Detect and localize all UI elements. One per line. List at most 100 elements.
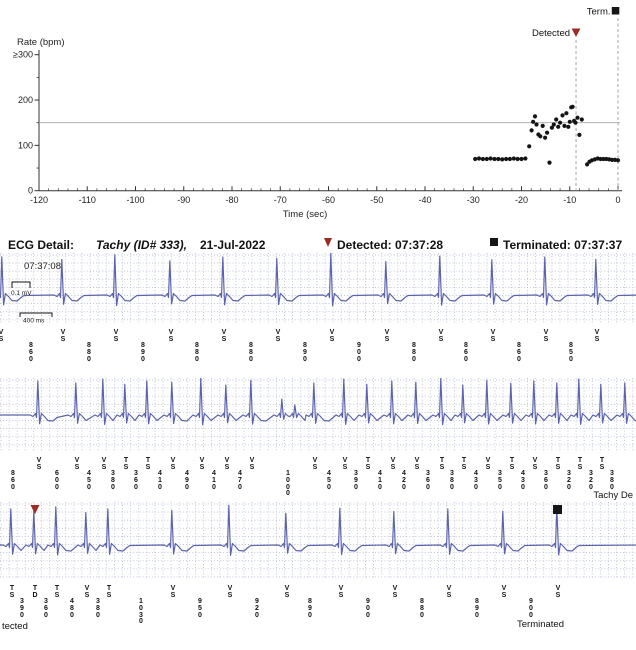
x-axis-title: Time (sec) <box>283 209 328 220</box>
interval-value: 8 8 0 <box>87 342 91 363</box>
beat-marker: T S <box>9 585 15 599</box>
interval-value: 3 8 0 <box>610 470 614 491</box>
beat-marker: V S <box>384 329 390 343</box>
x-tick-label: -70 <box>274 195 287 205</box>
interval-value: 4 7 0 <box>238 470 242 491</box>
x-tick-label: -50 <box>370 195 383 205</box>
beat-marker: V S <box>438 329 444 343</box>
interval-value: 8 8 0 <box>420 598 424 619</box>
interval-value: 8 9 0 <box>308 598 312 619</box>
y-axis-title: Rate (bpm) <box>17 37 65 48</box>
x-tick-label: -30 <box>467 195 480 205</box>
interval-value: 9 0 0 <box>357 342 361 363</box>
x-tick-label: -120 <box>30 195 48 205</box>
beat-marker: T S <box>123 457 129 471</box>
interval-value: 4 1 0 <box>212 470 216 491</box>
x-tick-label: -100 <box>126 195 144 205</box>
terminated-time-label: Terminated: 07:37:37 <box>503 238 623 252</box>
interval-value: 8 8 0 <box>195 342 199 363</box>
terminated-chart-label: Term. <box>587 7 611 18</box>
detected-marker-icon <box>324 238 332 247</box>
beat-marker: V S <box>170 457 176 471</box>
interval-value: 1 0 0 0 <box>286 470 290 498</box>
interval-value: 3 9 0 <box>354 470 358 491</box>
x-tick-label: -110 <box>79 195 96 205</box>
beat-marker: V S <box>501 585 507 599</box>
beat-marker: V S <box>392 585 398 599</box>
interval-value: 4 3 0 <box>521 470 525 491</box>
interval-value: 3 9 0 <box>20 598 24 619</box>
beat-marker: T S <box>54 585 60 599</box>
interval-value: 8 9 0 <box>303 342 307 363</box>
interval-value: 4 2 0 <box>402 470 406 491</box>
beat-marker: V S <box>275 329 281 343</box>
interval-value: 4 1 0 <box>378 470 382 491</box>
interval-value: 8 6 0 <box>464 342 468 363</box>
interval-value: 9 0 0 <box>366 598 370 619</box>
ecg-grid <box>0 253 636 323</box>
ecg-detail-label: ECG Detail: <box>8 238 75 252</box>
interval-value: 3 5 0 <box>498 470 502 491</box>
beat-marker: V S <box>446 585 452 599</box>
beat-annotations: T S T D T S V S T S V S V S V S V S V S V S V S V S 3… <box>0 579 636 644</box>
beat-marker: V S <box>249 457 255 471</box>
ecg-grid-waveform <box>0 502 636 579</box>
beat-marker: V S <box>390 457 396 471</box>
beat-marker: V S <box>329 329 335 343</box>
ecg-grid <box>0 502 636 579</box>
beat-marker: V S <box>113 329 119 343</box>
time-scale-label: 400 ms <box>23 318 45 324</box>
beat-marker: T S <box>145 457 151 471</box>
beat-marker: V S <box>227 585 233 599</box>
interval-value: 6 0 0 <box>55 470 59 491</box>
beat-marker: V S <box>555 585 561 599</box>
y-tick-label: ≥300 <box>13 50 33 60</box>
terminated-strip-label: Terminated <box>517 619 564 630</box>
beat-marker: V S <box>170 585 176 599</box>
beat-marker: V S <box>490 329 496 343</box>
interval-value: 3 6 0 <box>426 470 430 491</box>
beat-marker: V S <box>0 329 4 343</box>
beat-marker: V S <box>199 457 205 471</box>
interval-value: 3 8 0 <box>450 470 454 491</box>
x-tick-label: -10 <box>563 195 576 205</box>
rate-points <box>473 104 621 167</box>
detected-triangle-icon <box>571 28 581 37</box>
tachy-detected-label-part2: tected <box>2 621 28 632</box>
interval-value: 4 8 0 <box>70 598 74 619</box>
interval-value: 8 6 0 <box>29 342 33 363</box>
voltage-scale-label: 0.1 mV <box>11 290 32 297</box>
y-tick-label: 200 <box>18 95 33 105</box>
beat-marker: T S <box>555 457 561 471</box>
beat-marker: V S <box>168 329 174 343</box>
terminated-marker-icon <box>490 238 498 246</box>
beat-marker: V S <box>101 457 107 471</box>
beat-marker: T S <box>439 457 445 471</box>
beat-marker: V S <box>543 329 549 343</box>
ecg-waveform <box>0 253 636 307</box>
beat-marker: V S <box>224 457 230 471</box>
interval-value: 4 5 0 <box>87 470 91 491</box>
interval-value: 3 6 0 <box>44 598 48 619</box>
interval-value: 8 8 0 <box>249 342 253 363</box>
x-tick-label: -20 <box>515 195 528 205</box>
interval-value: 9 5 0 <box>198 598 202 619</box>
beat-marker: T S <box>577 457 583 471</box>
episode-name: Tachy (ID# 333), <box>96 238 187 252</box>
interval-value: 3 6 0 <box>134 470 138 491</box>
interval-value: 8 6 0 <box>517 342 521 363</box>
chart-axes <box>38 50 622 192</box>
interval-value: 4 5 0 <box>327 470 331 491</box>
detected-time-label: Detected: 07:37:28 <box>337 238 444 252</box>
beat-marker: V S <box>221 329 227 343</box>
interval-value: 8 6 0 <box>11 470 15 491</box>
ecg-grid-waveform <box>0 378 636 451</box>
tachy-detected-label-part1: Tachy De <box>593 490 633 501</box>
interval-value: 3 6 0 <box>544 470 548 491</box>
beat-marker: T D <box>32 585 38 599</box>
beat-marker: T S <box>509 457 515 471</box>
beat-marker: V S <box>284 585 290 599</box>
